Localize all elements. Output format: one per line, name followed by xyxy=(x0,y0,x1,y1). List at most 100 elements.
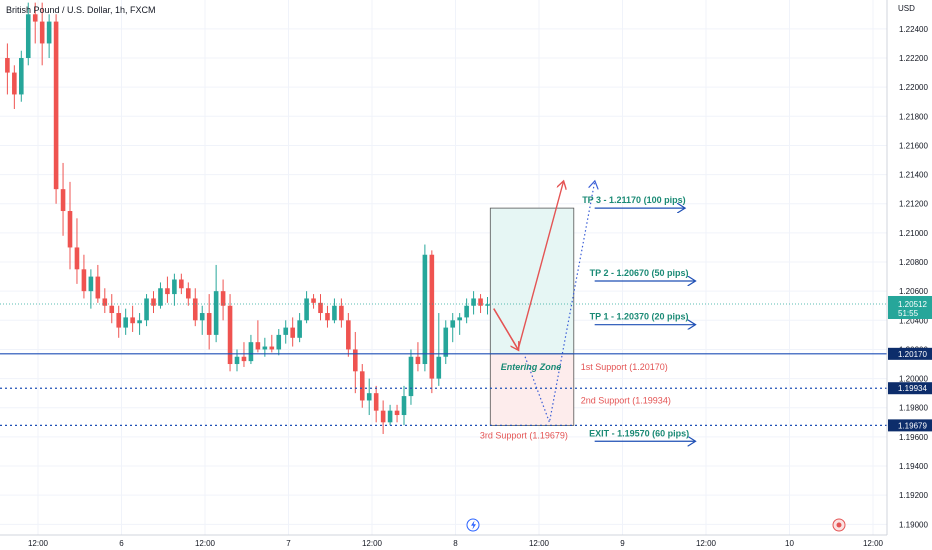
time-tick-label: 12:00 xyxy=(362,539,383,548)
candle xyxy=(144,294,149,327)
candle xyxy=(359,364,365,408)
candle-body xyxy=(74,247,80,270)
candle-body xyxy=(248,342,254,362)
candle-body xyxy=(325,313,330,321)
candle-body xyxy=(373,393,379,411)
price-tick-label: 1.19400 xyxy=(899,462,928,471)
price-tick-label: 1.22400 xyxy=(899,25,928,34)
candle xyxy=(408,349,414,405)
candle xyxy=(339,298,344,328)
candle-body xyxy=(123,317,128,328)
target-label: TP 1 - 1.20370 (20 pips) xyxy=(590,312,689,322)
candle-body xyxy=(318,302,323,314)
candle-body xyxy=(144,298,149,321)
candle-body xyxy=(436,356,442,379)
candle-body xyxy=(102,298,108,306)
candle xyxy=(74,218,80,284)
candle-body xyxy=(380,410,386,423)
candle-body xyxy=(234,356,240,365)
price-tick-label: 1.21800 xyxy=(899,112,928,121)
level-badge xyxy=(888,347,932,360)
candle-body xyxy=(290,327,295,338)
candle xyxy=(88,269,94,309)
candle xyxy=(318,294,323,321)
flash-icon[interactable] xyxy=(466,518,480,532)
candle xyxy=(137,313,142,335)
price-tick-label: 1.19800 xyxy=(899,404,928,413)
candle xyxy=(450,313,456,343)
candle-body xyxy=(352,349,358,372)
candle xyxy=(116,305,122,338)
candle xyxy=(241,342,247,367)
zone-labels: Entering Zone 1st Support (1.20170) 2nd Su… xyxy=(480,362,671,440)
candle-body xyxy=(213,291,219,335)
price-tick-label: 1.21200 xyxy=(899,200,928,209)
candle xyxy=(332,298,337,324)
candle-body xyxy=(12,72,17,95)
candle-body xyxy=(165,288,170,295)
candle xyxy=(95,264,101,303)
candle-body xyxy=(450,320,456,328)
time-tick-label: 10 xyxy=(785,539,794,548)
time-tick-label: 12:00 xyxy=(195,539,216,548)
candle xyxy=(227,294,233,372)
currency-label: USD xyxy=(898,4,915,13)
candle xyxy=(102,288,108,314)
time-tick-label: 12:00 xyxy=(28,539,49,548)
price-tick-label: 1.20400 xyxy=(899,316,928,325)
candle xyxy=(130,305,135,332)
candle xyxy=(46,14,52,59)
candle xyxy=(269,334,275,353)
time-tick-label: 6 xyxy=(119,539,124,548)
candle xyxy=(415,342,421,372)
candle-body xyxy=(464,305,469,318)
candle xyxy=(255,320,261,353)
price-tick-label: 1.21400 xyxy=(899,171,928,180)
candle xyxy=(422,244,428,372)
event-icon[interactable] xyxy=(832,518,846,532)
candle xyxy=(248,334,254,365)
time-tick-label: 12:00 xyxy=(529,539,550,548)
candle-body xyxy=(457,317,462,321)
countdown-label: 51:55 xyxy=(898,309,919,318)
candle xyxy=(5,43,10,95)
level-label: 1.19934 xyxy=(898,384,927,393)
candle-body xyxy=(255,342,261,350)
candle xyxy=(151,291,156,314)
candle-body xyxy=(109,305,115,314)
candle-body xyxy=(95,276,101,299)
time-tick-label: 8 xyxy=(453,539,458,548)
level-badge xyxy=(888,419,932,432)
zone-label: 3rd Support (1.19679) xyxy=(480,430,568,440)
price-tick-label: 1.20800 xyxy=(899,258,928,267)
candle xyxy=(352,331,358,394)
zone-label: 1st Support (1.20170) xyxy=(581,362,668,372)
time-axis[interactable]: 12:00 6 12:00 7 12:00 8 12:00 9 12:00 10 12:00 xyxy=(28,539,884,548)
candle-body xyxy=(60,189,66,212)
price-axis[interactable]: 1.22400 1.22200 1.22000 1.21800 1.21600 1.214… xyxy=(888,25,932,529)
candle-body xyxy=(471,298,476,306)
candle-body xyxy=(137,320,142,324)
time-tick-label: 12:00 xyxy=(863,539,884,548)
candle-body xyxy=(297,320,302,338)
candle xyxy=(165,276,170,303)
candle-body xyxy=(67,211,73,248)
candle xyxy=(297,313,302,343)
profit-zone[interactable] xyxy=(489,207,575,355)
candle xyxy=(234,349,240,372)
level-badge xyxy=(888,382,932,395)
candle xyxy=(401,385,407,426)
candle xyxy=(429,250,435,394)
candle-body xyxy=(311,298,316,303)
candle-body xyxy=(443,327,449,357)
candle-body xyxy=(206,313,212,335)
candle-body xyxy=(227,305,233,365)
current-price-label: 1.20512 xyxy=(898,300,927,309)
candle xyxy=(109,294,115,324)
risk-zone[interactable] xyxy=(489,353,575,426)
candle-body xyxy=(53,21,59,190)
trade-zones xyxy=(489,207,575,426)
candle-body xyxy=(25,14,31,59)
alternative-path[interactable] xyxy=(524,182,595,425)
